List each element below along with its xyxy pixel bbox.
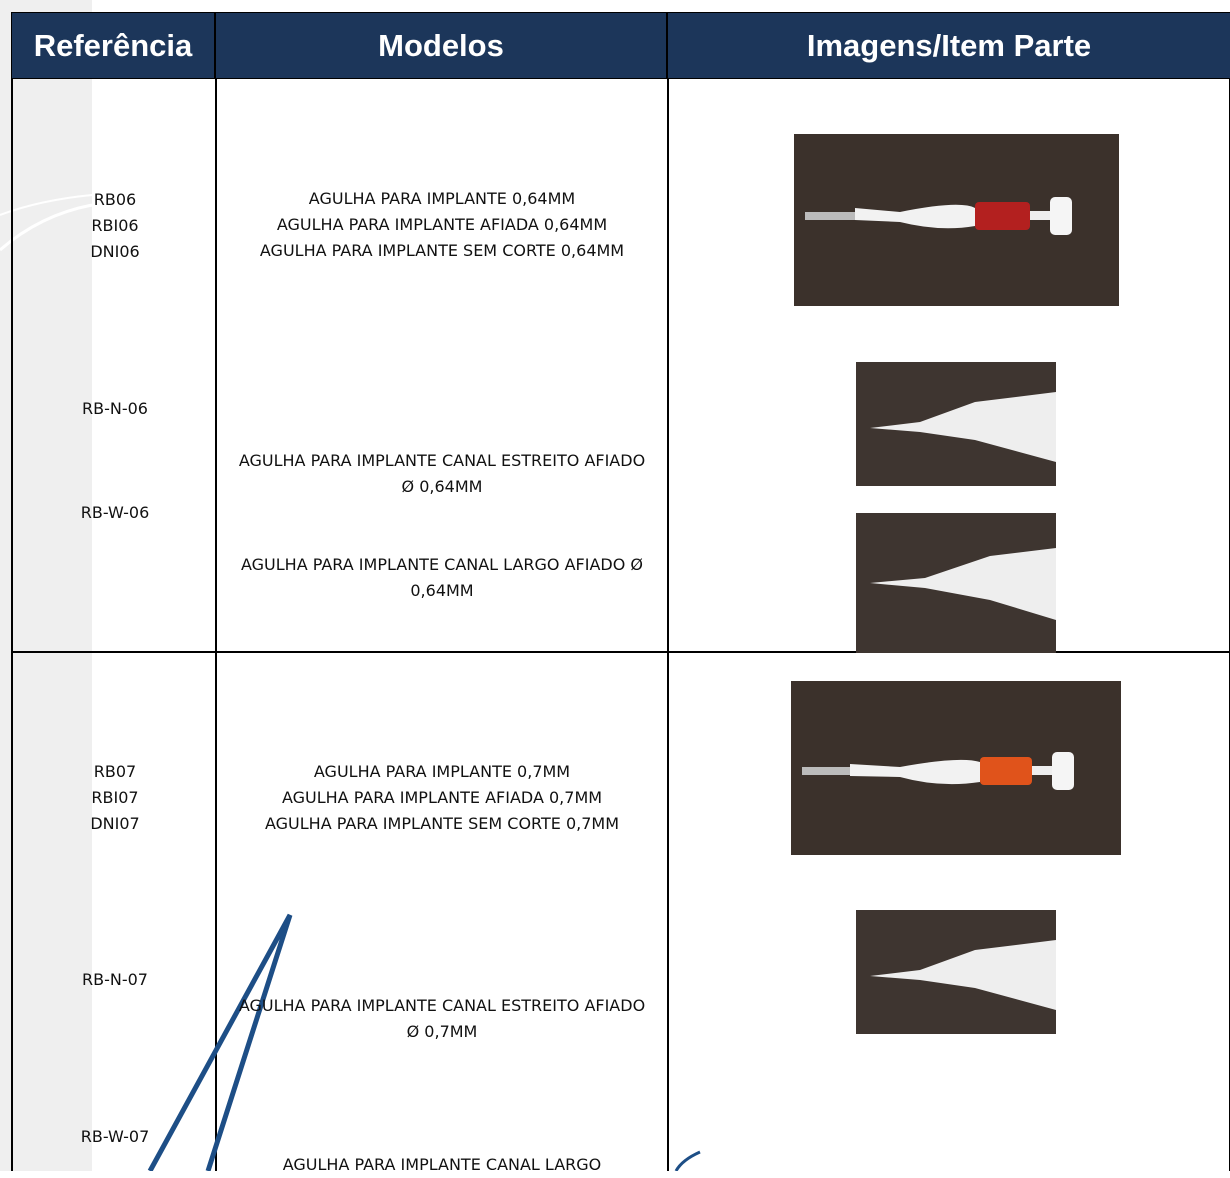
reference: DNI07 xyxy=(90,814,140,833)
model: AGULHA PARA IMPLANTE CANAL ESTREITO AFIA… xyxy=(238,996,646,1041)
model: AGULHA PARA IMPLANTE AFIADA 0,64MM xyxy=(276,215,608,234)
photo xyxy=(856,362,1056,486)
model: AGULHA PARA IMPLANTE 0,7MM xyxy=(313,762,571,781)
reference: RB-N-06 xyxy=(82,399,148,418)
header-cell: Referência xyxy=(12,13,216,78)
model-cell: AGULHA PARA IMPLANTE CANAL ESTREITO AFIA… xyxy=(232,993,652,1045)
reference: RBI07 xyxy=(91,788,139,807)
photo xyxy=(856,910,1056,1034)
header-cell: Imagens/Item Parte xyxy=(668,13,1230,78)
model: AGULHA PARA IMPLANTE CANAL LARGO AFIADO … xyxy=(240,555,643,600)
model: AGULHA PARA IMPLANTE CANAL LARGO xyxy=(282,1155,602,1174)
reference: RBI06 xyxy=(91,216,139,235)
model: AGULHA PARA IMPLANTE CANAL ESTREITO AFIA… xyxy=(238,451,646,496)
reference: RB06 xyxy=(93,190,137,209)
header-cell: Modelos xyxy=(216,13,668,78)
photo xyxy=(794,134,1119,306)
model: AGULHA PARA IMPLANTE SEM CORTE 0,7MM xyxy=(264,814,620,833)
reference-cell: RB-N-06 xyxy=(20,396,210,422)
model-cell: AGULHA PARA IMPLANTE CANAL LARGO xyxy=(232,1152,652,1178)
reference: DNI06 xyxy=(90,242,140,261)
reference: RB-W-06 xyxy=(80,503,150,522)
reference-cell: RB06 RBI06 DNI06 xyxy=(20,187,210,265)
reference: RB-W-07 xyxy=(80,1127,150,1146)
photo xyxy=(791,681,1121,855)
model: AGULHA PARA IMPLANTE SEM CORTE 0,64MM xyxy=(259,241,625,260)
model-cell: AGULHA PARA IMPLANTE 0,7MM AGULHA PARA IM… xyxy=(232,759,652,837)
reference-cell: RB-W-06 xyxy=(20,500,210,526)
photo xyxy=(856,513,1056,653)
model-cell: AGULHA PARA IMPLANTE CANAL LARGO AFIADO … xyxy=(232,552,652,604)
reference-cell: RB07 RBI07 DNI07 xyxy=(20,759,210,837)
reference-cell: RB-N-07 xyxy=(20,967,210,993)
model: AGULHA PARA IMPLANTE 0,64MM xyxy=(308,189,576,208)
reference: RB07 xyxy=(93,762,137,781)
reference: RB-N-07 xyxy=(82,970,148,989)
model-cell: AGULHA PARA IMPLANTE 0,64MM AGULHA PARA I… xyxy=(232,186,652,264)
model: AGULHA PARA IMPLANTE AFIADA 0,7MM xyxy=(281,788,603,807)
reference-cell: RB-W-07 xyxy=(20,1124,210,1150)
model-cell: AGULHA PARA IMPLANTE CANAL ESTREITO AFIA… xyxy=(232,448,652,500)
